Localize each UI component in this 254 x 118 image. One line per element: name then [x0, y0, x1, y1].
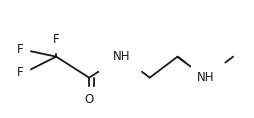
Text: O: O — [85, 93, 94, 106]
Text: F: F — [17, 67, 23, 80]
Text: NH: NH — [113, 50, 131, 63]
Text: F: F — [53, 33, 60, 46]
Text: NH: NH — [197, 71, 214, 84]
Text: F: F — [17, 43, 23, 56]
